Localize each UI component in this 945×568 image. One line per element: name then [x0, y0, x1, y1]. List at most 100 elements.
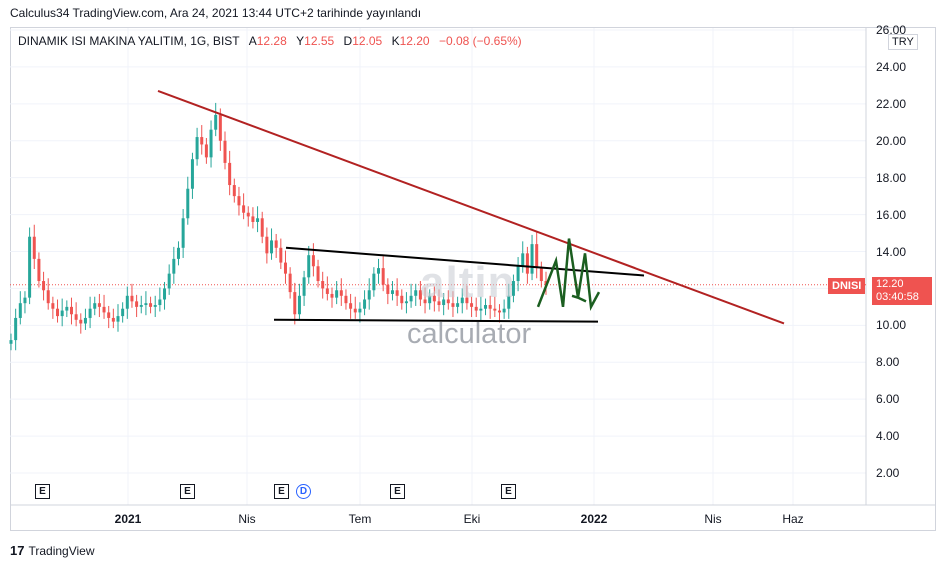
- change-value: −0.08 (−0.65%): [438, 34, 522, 48]
- candle-body: [428, 295, 432, 304]
- candle-body: [186, 188, 190, 219]
- open-label: A: [248, 34, 257, 48]
- candle-body: [209, 129, 213, 158]
- candle-body: [135, 301, 139, 307]
- close-label: K: [391, 34, 400, 48]
- candle-body: [488, 305, 492, 309]
- symbol-legend: DINAMIK ISI MAKINA YALITIM, 1G, BIST A12…: [18, 34, 522, 48]
- candle-body: [302, 277, 306, 296]
- candle-body: [395, 290, 399, 296]
- chart-frame[interactable]: [10, 27, 936, 531]
- candle-body: [121, 308, 125, 317]
- high-label: Y: [296, 34, 305, 48]
- candle-body: [176, 247, 180, 259]
- candle-body: [69, 306, 73, 315]
- y-tick-label: 16.00: [876, 207, 907, 222]
- candle-body: [149, 303, 153, 307]
- candle-body: [325, 288, 329, 294]
- candle-body: [311, 255, 315, 267]
- y-tick-label: 24.00: [876, 59, 907, 74]
- candle-body: [470, 303, 474, 307]
- x-tick-label: Eki: [463, 512, 481, 526]
- candle-body: [525, 253, 529, 274]
- candle-body: [367, 290, 371, 300]
- candle-body: [386, 284, 390, 294]
- earnings-marker-icon[interactable]: E: [390, 484, 405, 499]
- candle-body: [484, 305, 488, 309]
- y-tick-label: 20.00: [876, 133, 907, 148]
- candle-body: [297, 295, 301, 315]
- candle-body: [130, 295, 134, 302]
- resistance-trendline: [157, 89, 785, 325]
- candle-body: [516, 266, 520, 282]
- candle-body: [363, 299, 367, 309]
- candle-body: [153, 305, 157, 307]
- y-tick-label: 6.00: [876, 392, 900, 407]
- candle-body: [74, 314, 78, 320]
- x-tick-label: Nis: [704, 512, 722, 526]
- candle-body: [139, 305, 143, 307]
- candle-body: [335, 290, 339, 298]
- candle-body: [409, 295, 413, 302]
- candle-body: [195, 137, 199, 160]
- candle-body: [279, 247, 283, 263]
- candle-body: [111, 317, 115, 322]
- candle-body: [246, 212, 250, 217]
- candle-body: [283, 262, 287, 274]
- low-value: 12.05: [352, 34, 383, 48]
- candle-body: [451, 303, 455, 307]
- last-price-box: 12.20 03:40:58: [872, 277, 932, 305]
- candle-body: [377, 268, 381, 274]
- candle-body: [432, 295, 436, 302]
- earnings-marker-icon[interactable]: E: [274, 484, 289, 499]
- candle-body: [93, 303, 97, 309]
- candle-body: [372, 273, 376, 291]
- candle-body: [381, 268, 385, 285]
- currency-button[interactable]: TRY: [888, 34, 918, 50]
- last-price: 12.20: [876, 278, 904, 290]
- candle-body: [390, 290, 394, 294]
- candle-body: [358, 308, 362, 313]
- candle-body: [414, 290, 418, 296]
- candle-body: [330, 293, 334, 298]
- earnings-marker-icon[interactable]: E: [35, 484, 50, 499]
- candle-body: [242, 205, 246, 213]
- y-tick-label: 26.00: [876, 23, 907, 37]
- candle-body: [511, 281, 515, 296]
- tradingview-logo-icon: 17: [10, 543, 25, 558]
- candle-body: [65, 306, 69, 311]
- candle-body: [539, 268, 543, 282]
- candle-body: [9, 340, 13, 344]
- ticker-price-label: DNISI: [828, 278, 866, 294]
- candle-body: [228, 162, 232, 186]
- candle-body: [14, 317, 18, 341]
- x-tick-label: 2021: [114, 512, 142, 526]
- candle-body: [418, 290, 422, 300]
- y-tick-label: 22.00: [876, 96, 907, 111]
- open-value: 12.28: [256, 34, 287, 48]
- x-tick-label: Tem: [348, 512, 372, 526]
- earnings-marker-icon[interactable]: E: [501, 484, 516, 499]
- zigzag-pattern: [536, 238, 601, 311]
- candle-body: [423, 299, 427, 304]
- earnings-marker-icon[interactable]: E: [180, 484, 195, 499]
- candle-body: [456, 303, 460, 307]
- candle-body: [344, 295, 348, 304]
- candle-body: [353, 308, 357, 313]
- candle-body: [479, 308, 483, 311]
- x-tick-label: Haz: [782, 512, 804, 526]
- candle-body: [502, 308, 506, 313]
- watermark-text: calculator: [407, 318, 532, 350]
- candle-body: [316, 266, 320, 282]
- candle-body: [339, 290, 343, 296]
- dividend-marker-icon[interactable]: D: [296, 484, 311, 499]
- candle-body: [88, 308, 92, 318]
- candle-body: [163, 288, 167, 300]
- candle-body: [493, 308, 497, 311]
- drawings: [157, 89, 785, 325]
- candle-body: [181, 218, 185, 248]
- triangle-lower-line: [273, 318, 599, 323]
- candle-body: [535, 244, 539, 269]
- triangle-upper-line: [285, 246, 645, 277]
